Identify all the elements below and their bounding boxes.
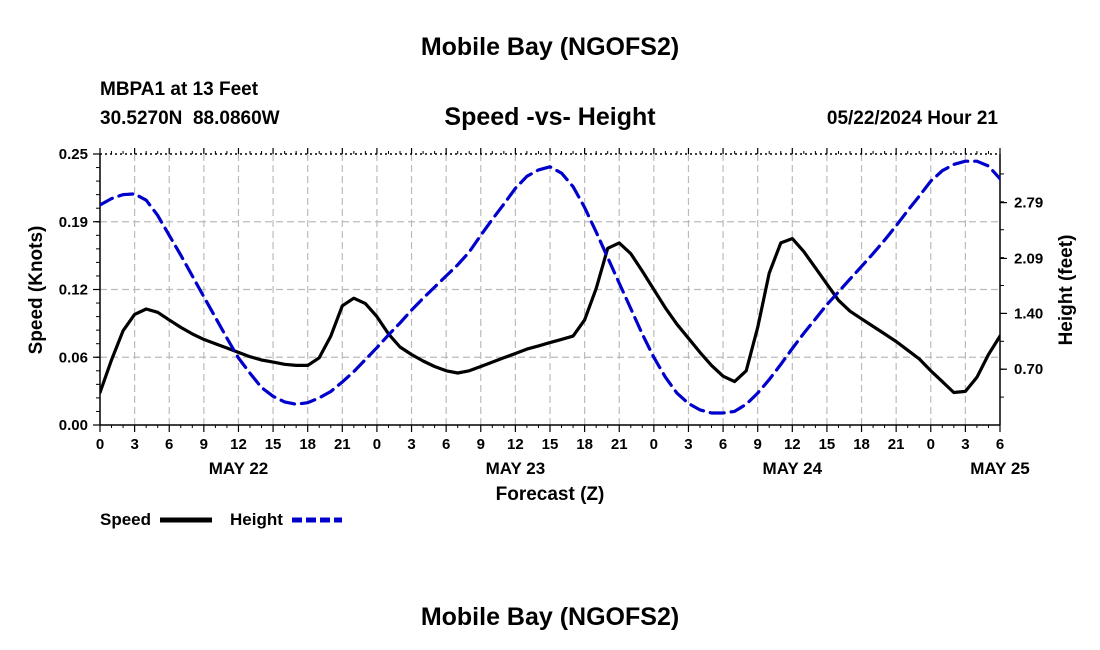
x-tick-label: 3 <box>130 436 138 453</box>
station-label: MBPA1 at 13 Feet <box>100 79 259 100</box>
x-tick-label: 21 <box>611 436 628 453</box>
day-label: MAY 22 <box>209 459 269 478</box>
y-axis-right-label: Height (feet) <box>1056 235 1077 346</box>
y-right-tick-label: 1.40 <box>1014 305 1043 322</box>
x-tick-label: 12 <box>507 436 524 453</box>
y-right-tick-label: 2.09 <box>1014 250 1043 267</box>
legend-speed-label: Speed <box>100 510 151 529</box>
y-right-tick-label: 2.79 <box>1014 195 1043 212</box>
x-tick-label: 6 <box>165 436 173 453</box>
x-tick-label: 6 <box>442 436 450 453</box>
x-tick-label: 0 <box>927 436 935 453</box>
x-axis-label: Forecast (Z) <box>496 484 605 505</box>
x-tick-label: 9 <box>477 436 485 453</box>
x-tick-label: 6 <box>996 436 1004 453</box>
series-lines <box>100 159 1000 415</box>
x-tick-label: 9 <box>754 436 762 453</box>
x-tick-label: 0 <box>373 436 381 453</box>
height-series-line <box>100 159 1000 415</box>
x-tick-label: 18 <box>853 436 870 453</box>
speed-series-line <box>100 237 1000 395</box>
chart-subtitle: Speed -vs- Height <box>444 103 656 131</box>
x-tick-label: 3 <box>407 436 415 453</box>
y-left-tick-label: 0.25 <box>59 146 88 163</box>
y-axis-left-label: Speed (Knots) <box>26 226 47 355</box>
x-tick-label: 9 <box>200 436 208 453</box>
legend-height-label: Height <box>230 510 283 529</box>
grid-lines <box>100 154 1000 425</box>
x-tick-label: 18 <box>299 436 316 453</box>
x-tick-label: 15 <box>542 436 559 453</box>
x-tick-label: 12 <box>230 436 247 453</box>
y-left-tick-label: 0.19 <box>59 214 88 231</box>
legend: Speed Height <box>100 510 342 529</box>
y-right-tick-label: 0.70 <box>1014 361 1043 378</box>
day-label: MAY 23 <box>486 459 546 478</box>
footer-title: Mobile Bay (NGOFS2) <box>421 603 679 631</box>
day-label: MAY 25 <box>970 459 1030 478</box>
x-tick-label: 0 <box>96 436 104 453</box>
x-tick-label: 15 <box>265 436 282 453</box>
x-tick-label: 3 <box>961 436 969 453</box>
x-tick-label: 21 <box>334 436 351 453</box>
day-label: MAY 24 <box>763 459 823 478</box>
axes: 0 3 6 9 12 15 18 21 0 3 6 9 12 15 18 21 0 3 6 9 12 15 18 21 0 3 6 0… <box>59 146 1043 478</box>
x-tick-label: 12 <box>784 436 801 453</box>
coordinates-label: 30.5270N 88.0860W <box>100 108 280 129</box>
y-left-tick-label: 0.06 <box>59 349 88 366</box>
x-tick-label: 18 <box>576 436 593 453</box>
chart-title: Mobile Bay (NGOFS2) <box>421 33 679 61</box>
y-left-tick-label: 0.00 <box>59 417 88 434</box>
x-tick-label: 6 <box>719 436 727 453</box>
x-tick-label: 15 <box>819 436 836 453</box>
forecast-datetime-label: 05/22/2024 Hour 21 <box>827 108 999 129</box>
x-tick-label: 21 <box>888 436 905 453</box>
x-tick-label: 0 <box>650 436 658 453</box>
y-left-tick-label: 0.12 <box>59 282 88 299</box>
x-tick-label: 3 <box>684 436 692 453</box>
